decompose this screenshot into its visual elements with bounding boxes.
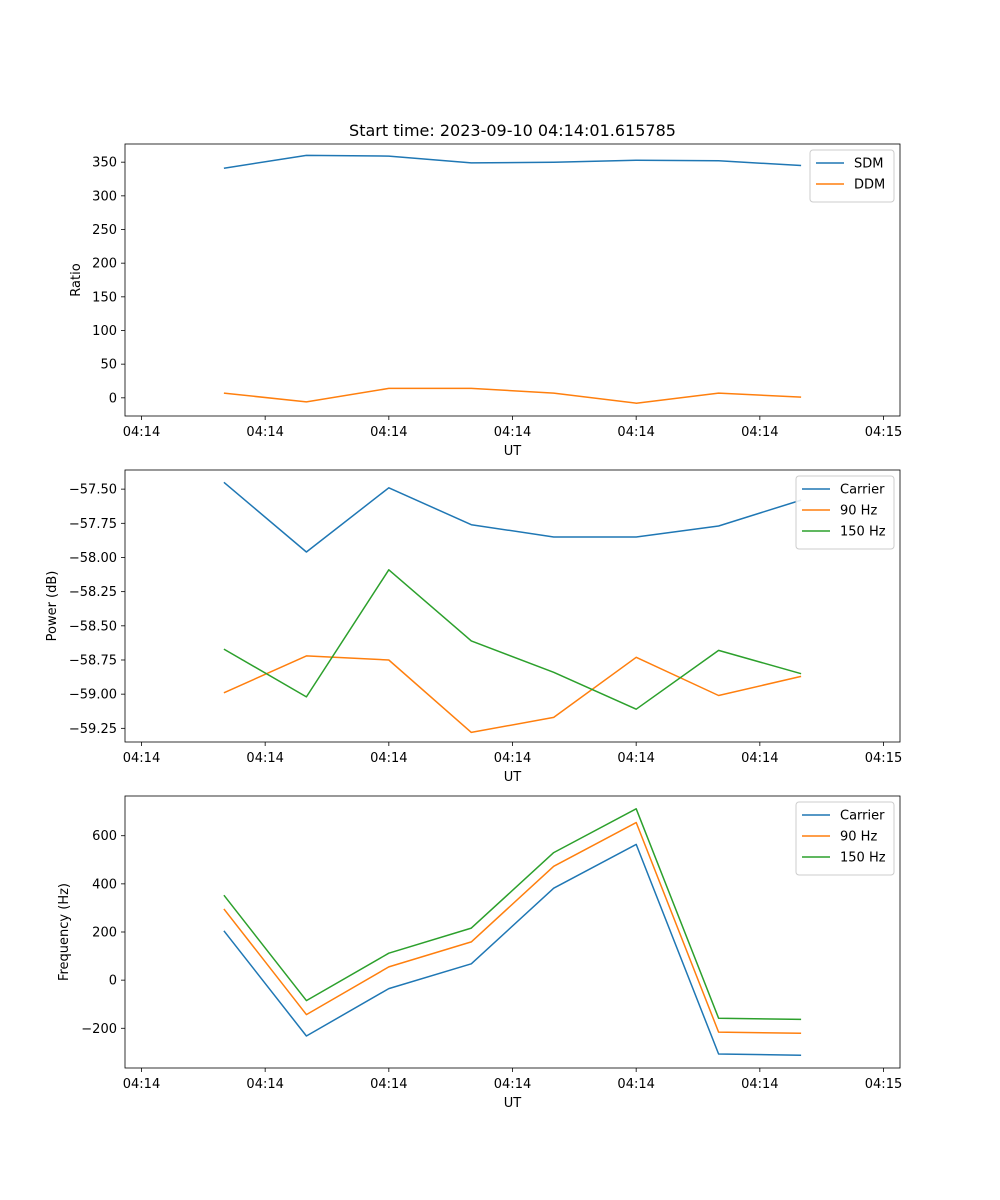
x-tick-label: 04:14 xyxy=(246,1077,283,1092)
x-tick-label: 04:15 xyxy=(865,1077,902,1092)
y-tick-label: −59.00 xyxy=(69,688,117,703)
series-line-carrier xyxy=(223,481,802,553)
series-line-sdm xyxy=(223,154,802,169)
legend: SDM DDM xyxy=(809,149,895,203)
series-line-150-hz xyxy=(223,569,802,710)
y-tick-label: 200 xyxy=(92,257,117,272)
x-tick-label: 04:14 xyxy=(494,1077,531,1092)
x-axis-label: UT xyxy=(504,1096,522,1111)
y-tick-label: 200 xyxy=(92,926,117,941)
y-tick-label: 50 xyxy=(100,358,117,373)
series-line-carrier xyxy=(223,843,802,1056)
x-tick-label: 04:14 xyxy=(741,1077,778,1092)
x-tick-label: 04:14 xyxy=(617,1077,654,1092)
x-axis-label: UT xyxy=(504,444,522,459)
legend-entry: 150 Hz xyxy=(840,851,886,866)
series-line-90-hz xyxy=(223,821,802,1035)
chart-2: 04:14 04:14 04:14 04:14 04:14 04:14 04:15 −59.2… xyxy=(45,469,902,785)
x-tick-label: 04:14 xyxy=(617,751,654,766)
x-axis-label: UT xyxy=(504,770,522,785)
series-line-ddm xyxy=(223,387,802,404)
chart-1: 04:14 04:14 04:14 04:14 04:14 04:14 04:15 0 50 10… xyxy=(69,121,902,459)
x-tick-label: 04:14 xyxy=(494,425,531,440)
y-tick-label: −58.50 xyxy=(69,619,117,634)
x-tick-label: 04:14 xyxy=(123,1077,160,1092)
y-tick-label: −58.25 xyxy=(69,585,117,600)
x-tick-label: 04:15 xyxy=(865,425,902,440)
y-tick-label: 150 xyxy=(92,290,117,305)
x-tick-label: 04:14 xyxy=(370,751,407,766)
y-axis-label: Ratio xyxy=(69,263,84,296)
x-tick-label: 04:15 xyxy=(865,751,902,766)
y-axis-label: Power (dB) xyxy=(45,571,60,642)
x-tick-label: 04:14 xyxy=(246,425,283,440)
y-tick-label: 600 xyxy=(92,829,117,844)
y-tick-label: 300 xyxy=(92,189,117,204)
y-tick-label: 0 xyxy=(109,974,117,989)
x-tick-label: 04:14 xyxy=(123,425,160,440)
legend-entry: Carrier xyxy=(840,483,885,498)
y-tick-label: 250 xyxy=(92,223,117,238)
x-tick-label: 04:14 xyxy=(123,751,160,766)
axes-frame xyxy=(124,143,901,417)
legend: Carrier 90 Hz 150 Hz xyxy=(795,475,895,550)
y-axis-label: Frequency (Hz) xyxy=(57,883,72,981)
x-tick-label: 04:14 xyxy=(494,751,531,766)
series-line-90-hz xyxy=(223,655,802,734)
y-tick-label: 400 xyxy=(92,877,117,892)
x-tick-label: 04:14 xyxy=(370,425,407,440)
x-tick-label: 04:14 xyxy=(246,751,283,766)
y-tick-label: −59.25 xyxy=(69,722,117,737)
series-line-150-hz xyxy=(223,808,802,1021)
y-tick-label: −200 xyxy=(81,1022,117,1037)
x-tick-label: 04:14 xyxy=(617,425,654,440)
legend-entry: 90 Hz xyxy=(840,504,877,519)
legend: Carrier 90 Hz 150 Hz xyxy=(795,801,895,876)
legend-entry: DDM xyxy=(854,178,885,193)
y-tick-label: −57.75 xyxy=(69,517,117,532)
y-tick-label: 0 xyxy=(109,391,117,406)
axes-frame xyxy=(124,469,901,743)
chart-title: Start time: 2023-09-10 04:14:01.615785 xyxy=(349,121,676,140)
x-tick-label: 04:14 xyxy=(370,1077,407,1092)
x-tick-label: 04:14 xyxy=(741,751,778,766)
legend-entry: 150 Hz xyxy=(840,525,886,540)
y-tick-label: 100 xyxy=(92,324,117,339)
chart-3: 04:14 04:14 04:14 04:14 04:14 04:14 04:15 −200 0… xyxy=(57,795,902,1111)
y-tick-label: 350 xyxy=(92,156,117,171)
legend-entry: SDM xyxy=(854,157,883,172)
y-tick-label: −58.75 xyxy=(69,653,117,668)
y-tick-label: −57.50 xyxy=(69,483,117,498)
legend-entry: 90 Hz xyxy=(840,830,877,845)
y-tick-label: −58.00 xyxy=(69,551,117,566)
legend-entry: Carrier xyxy=(840,809,885,824)
x-tick-label: 04:14 xyxy=(741,425,778,440)
